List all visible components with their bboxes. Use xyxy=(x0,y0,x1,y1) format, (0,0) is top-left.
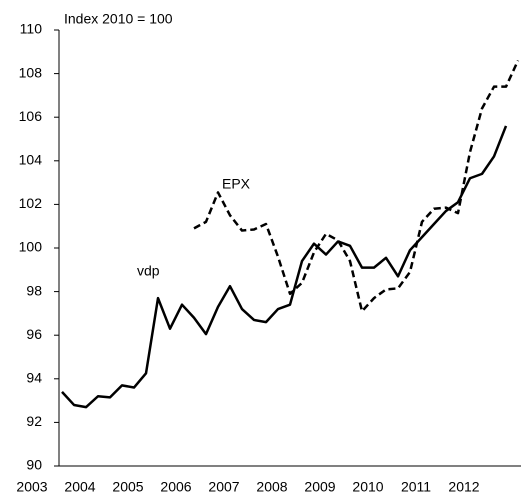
y-tick-label: 108 xyxy=(19,64,43,80)
y-tick-label: 100 xyxy=(19,239,43,255)
series-line xyxy=(61,125,508,409)
x-tick-label: 2005 xyxy=(112,479,143,495)
y-tick-label: 96 xyxy=(26,326,42,342)
y-axis-label: Index 2010 = 100 xyxy=(64,11,173,27)
x-tick-label: 2006 xyxy=(160,479,191,495)
y-tick-label: 98 xyxy=(26,282,42,298)
y-tick-label: 104 xyxy=(19,152,43,168)
y-tick-label: 106 xyxy=(19,108,43,124)
y-tick-label: 110 xyxy=(20,21,43,37)
x-tick-label: 2010 xyxy=(352,479,383,495)
x-tick-label: 2008 xyxy=(256,479,287,495)
series-label: vdp xyxy=(137,263,160,279)
series-line xyxy=(193,59,520,313)
x-tick-label: 2007 xyxy=(208,479,239,495)
x-tick-label: 2012 xyxy=(448,479,479,495)
series-label: EPX xyxy=(222,176,251,192)
y-tick-label: 94 xyxy=(26,370,42,386)
y-tick-label: 92 xyxy=(26,413,42,429)
x-tick-label: 2004 xyxy=(64,479,95,495)
x-tick-label: 2009 xyxy=(304,479,335,495)
y-tick-label: 102 xyxy=(19,195,43,211)
x-tick-label: 2003 xyxy=(16,479,47,495)
y-tick-label: 90 xyxy=(26,457,42,473)
x-tick-label: 2011 xyxy=(401,479,431,495)
